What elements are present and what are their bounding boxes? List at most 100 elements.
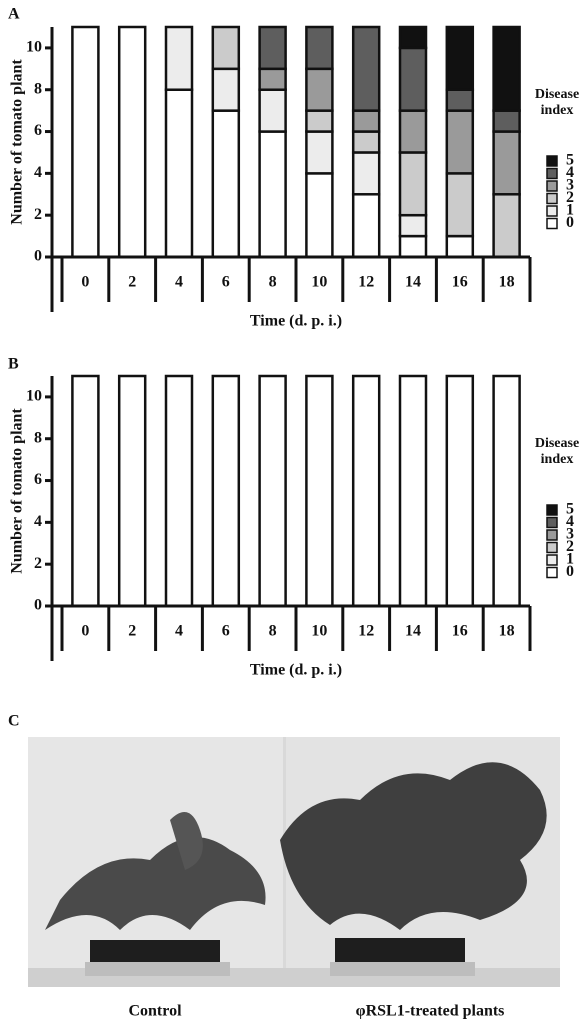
y-tick-label: 2 <box>34 555 42 572</box>
bar-segment <box>445 25 475 91</box>
x-axis-label: Time (d. p. i.) <box>250 662 342 679</box>
y-tick-label: 6 <box>34 122 42 139</box>
bar-segment <box>305 172 334 259</box>
photo-caption: φRSL1-treated plants <box>356 1003 505 1020</box>
x-tick-label: 6 <box>222 623 230 640</box>
x-tick-label: 10 <box>311 623 327 640</box>
bar-segment <box>305 374 334 608</box>
bar-segment <box>305 25 334 71</box>
bar-segment <box>445 172 475 238</box>
x-tick-label: 10 <box>311 274 327 291</box>
x-tick-label: 14 <box>405 623 421 640</box>
legend-swatch <box>546 529 558 541</box>
bar-segment <box>398 151 428 217</box>
x-tick-label: 4 <box>175 623 183 640</box>
y-tick-label: 8 <box>34 80 42 97</box>
legend-swatch <box>546 205 558 217</box>
legend-label: 5 <box>566 501 574 518</box>
legend-swatch <box>546 192 558 205</box>
y-axis-label: Number of tomato plant <box>9 59 26 225</box>
bar-segment <box>71 374 100 608</box>
bar-segment <box>117 25 147 259</box>
y-tick-label: 0 <box>34 248 42 265</box>
bar-segment <box>492 374 521 608</box>
y-tick-label: 4 <box>34 513 42 530</box>
bar-segment <box>445 374 475 608</box>
bar-segment <box>258 374 287 608</box>
bar-segment <box>117 374 147 608</box>
panel-label: C <box>8 713 20 730</box>
legend-title: Disease index <box>534 436 580 467</box>
bar-segment <box>398 213 428 238</box>
legend-label: 0 <box>566 214 574 231</box>
bar-segment <box>305 130 334 175</box>
x-tick-label: 0 <box>81 623 89 640</box>
legend-label: 3 <box>566 526 574 543</box>
bar-segment <box>398 46 428 112</box>
bar-segment <box>445 109 475 175</box>
x-tick-label: 0 <box>81 274 89 291</box>
legend-label: 4 <box>566 164 574 181</box>
panel-label: B <box>8 356 19 373</box>
panel-label: A <box>8 6 20 23</box>
bar-segment <box>351 109 381 133</box>
legend-swatch <box>546 516 558 529</box>
legend-label: 2 <box>566 538 574 555</box>
x-tick-label: 14 <box>405 274 421 291</box>
legend-label: 0 <box>566 563 574 580</box>
legend-swatch <box>546 155 558 167</box>
bar-segment <box>398 234 428 259</box>
bar-segment <box>398 374 428 608</box>
y-tick-label: 2 <box>34 206 42 223</box>
legend-swatch <box>546 180 558 192</box>
bar-segment <box>492 130 521 196</box>
photo <box>28 737 560 987</box>
bar-segment <box>71 25 100 259</box>
x-tick-label: 2 <box>128 274 136 291</box>
x-tick-label: 6 <box>222 274 230 291</box>
bar-segment <box>492 25 521 112</box>
y-tick-label: 6 <box>34 471 42 488</box>
bar-segment <box>492 109 521 133</box>
bar-segment <box>164 25 194 91</box>
legend-label: 4 <box>566 513 574 530</box>
y-tick-label: 0 <box>34 597 42 614</box>
bar-segment <box>258 88 287 133</box>
bar-segment <box>164 88 194 259</box>
bar-segment <box>305 109 334 133</box>
bar-segment <box>351 130 381 154</box>
legend-label: 1 <box>566 202 574 219</box>
y-tick-label: 8 <box>34 429 42 446</box>
bar-segment <box>445 234 475 259</box>
x-tick-label: 2 <box>128 623 136 640</box>
bar-segment <box>258 130 287 259</box>
bar-segment <box>351 374 381 608</box>
x-tick-label: 8 <box>269 274 277 291</box>
bar-segment <box>258 25 287 71</box>
x-tick-label: 18 <box>499 623 515 640</box>
legend-swatch <box>546 217 558 230</box>
bar-segment <box>211 374 241 608</box>
y-tick-label: 4 <box>34 164 42 181</box>
legend-label: 1 <box>566 551 574 568</box>
bar-segment <box>351 193 381 259</box>
bar-segment <box>492 193 521 259</box>
photo-caption: Control <box>128 1003 182 1020</box>
x-tick-label: 4 <box>175 274 183 291</box>
y-tick-label: 10 <box>26 388 42 405</box>
legend-label: 3 <box>566 177 574 194</box>
bar-segment <box>351 25 381 112</box>
bar-segment <box>398 25 428 50</box>
bar-segment <box>164 374 194 608</box>
legend-swatch <box>546 504 558 516</box>
x-tick-label: 12 <box>358 623 374 640</box>
legend-swatch <box>546 541 558 554</box>
legend-label: 5 <box>566 152 574 169</box>
x-axis-label: Time (d. p. i.) <box>250 313 342 330</box>
bar-segment <box>445 88 475 112</box>
bar-segment <box>211 25 241 71</box>
legend-label: 2 <box>566 189 574 206</box>
legend-swatch <box>546 554 558 566</box>
x-tick-label: 12 <box>358 274 374 291</box>
